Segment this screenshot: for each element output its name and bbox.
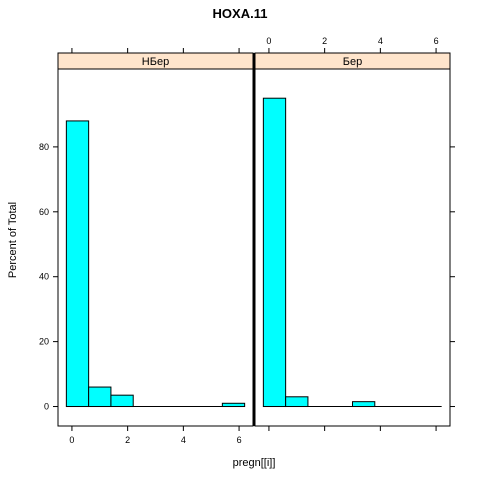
y-tick-label: 60 bbox=[39, 207, 49, 217]
strip-label-1: НБер bbox=[142, 56, 169, 68]
bar-2-1 bbox=[262, 97, 287, 408]
x-tick-label: 6 bbox=[237, 435, 242, 445]
x-tick-label: 4 bbox=[181, 435, 186, 445]
bar-1-1 bbox=[65, 120, 90, 408]
x-tick-label: 0 bbox=[266, 36, 271, 46]
bar-1-3 bbox=[110, 394, 134, 408]
bar-2-2 bbox=[285, 396, 309, 408]
x-tick-label: 4 bbox=[378, 36, 383, 46]
x-tick-label: 6 bbox=[434, 36, 439, 46]
x-tick-label: 2 bbox=[322, 36, 327, 46]
strip-label-2: Бер bbox=[343, 56, 362, 68]
y-tick-label: 80 bbox=[39, 142, 49, 152]
bar-1-2 bbox=[88, 386, 112, 408]
bar-2-3 bbox=[352, 401, 376, 408]
y-tick-label: 0 bbox=[44, 402, 49, 412]
x-tick-label: 0 bbox=[69, 435, 74, 445]
x-axis-label: pregn[[i]] bbox=[233, 457, 276, 469]
y-tick-label: 20 bbox=[39, 337, 49, 347]
y-axis-label: Percent of Total bbox=[7, 202, 19, 278]
y-tick-label: 40 bbox=[39, 272, 49, 282]
chart-title: HOXA.11 bbox=[213, 6, 268, 21]
bar-1-4 bbox=[221, 402, 246, 408]
x-tick-label: 2 bbox=[125, 435, 130, 445]
